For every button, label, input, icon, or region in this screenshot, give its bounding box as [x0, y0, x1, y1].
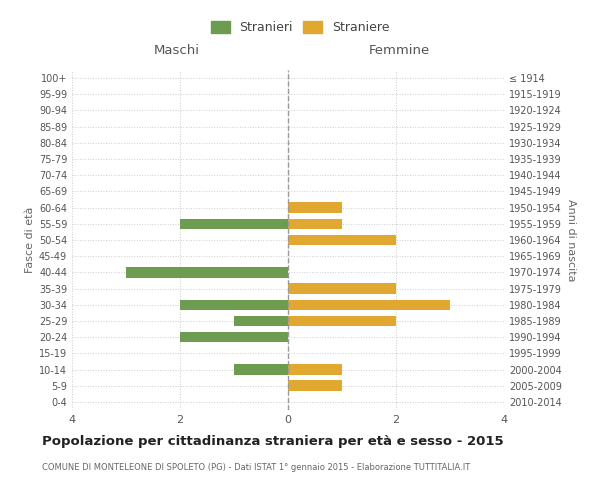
Bar — [180, 218, 288, 229]
Bar — [234, 316, 288, 326]
Bar — [180, 332, 288, 342]
Text: COMUNE DI MONTELEONE DI SPOLETO (PG) - Dati ISTAT 1° gennaio 2015 - Elaborazione: COMUNE DI MONTELEONE DI SPOLETO (PG) - D… — [42, 462, 470, 471]
Bar — [234, 364, 288, 375]
Y-axis label: Anni di nascita: Anni di nascita — [566, 198, 576, 281]
Bar — [288, 218, 342, 229]
Legend: Stranieri, Straniere: Stranieri, Straniere — [206, 16, 394, 40]
Bar — [288, 364, 342, 375]
Bar — [288, 316, 396, 326]
Text: Femmine: Femmine — [368, 44, 430, 58]
Y-axis label: Fasce di età: Fasce di età — [25, 207, 35, 273]
Text: Popolazione per cittadinanza straniera per età e sesso - 2015: Popolazione per cittadinanza straniera p… — [42, 435, 503, 448]
Bar — [288, 380, 342, 391]
Bar — [288, 202, 342, 213]
Bar — [288, 234, 396, 246]
Bar — [288, 284, 396, 294]
Bar — [180, 300, 288, 310]
Bar — [126, 267, 288, 278]
Text: Maschi: Maschi — [154, 44, 200, 58]
Bar — [288, 300, 450, 310]
